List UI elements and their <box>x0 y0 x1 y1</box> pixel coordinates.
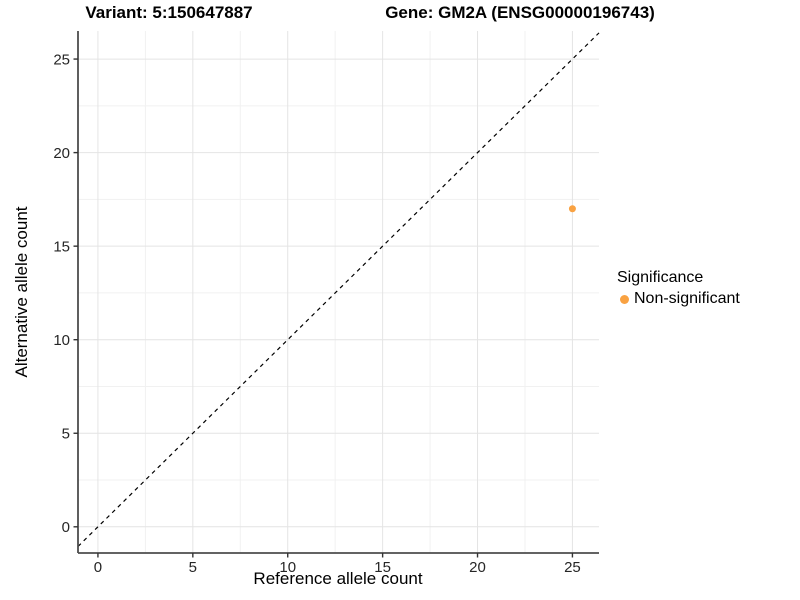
y-tick-label: 5 <box>62 426 70 443</box>
x-tick-label: 0 <box>94 559 102 576</box>
x-tick-label: 5 <box>189 559 197 576</box>
x-tick-label: 10 <box>279 559 296 576</box>
x-axis-title: Reference allele count <box>253 569 423 588</box>
legend-item-label: Non-significant <box>634 290 740 307</box>
y-axis-title: Alternative allele count <box>12 206 31 378</box>
y-tick-label: 10 <box>53 332 70 349</box>
y-tick-label: 15 <box>53 238 70 255</box>
y-tick-label: 25 <box>53 51 70 68</box>
variant-title: Variant: 5:150647887 <box>85 3 253 22</box>
y-tick-label: 0 <box>62 519 70 536</box>
y-tick-label: 20 <box>53 145 70 162</box>
x-tick-label: 25 <box>564 559 581 576</box>
identity-line <box>77 32 600 547</box>
legend-item: Non-significant <box>615 290 740 308</box>
x-tick-label: 15 <box>374 559 391 576</box>
data-point <box>568 205 576 213</box>
legend-title: Significance <box>617 269 704 286</box>
legend-point-icon <box>620 294 629 304</box>
gene-title: Gene: GM2A (ENSG00000196743) <box>385 3 655 22</box>
legend: Significance Non-significant <box>615 269 740 308</box>
x-tick-label: 20 <box>469 559 486 576</box>
